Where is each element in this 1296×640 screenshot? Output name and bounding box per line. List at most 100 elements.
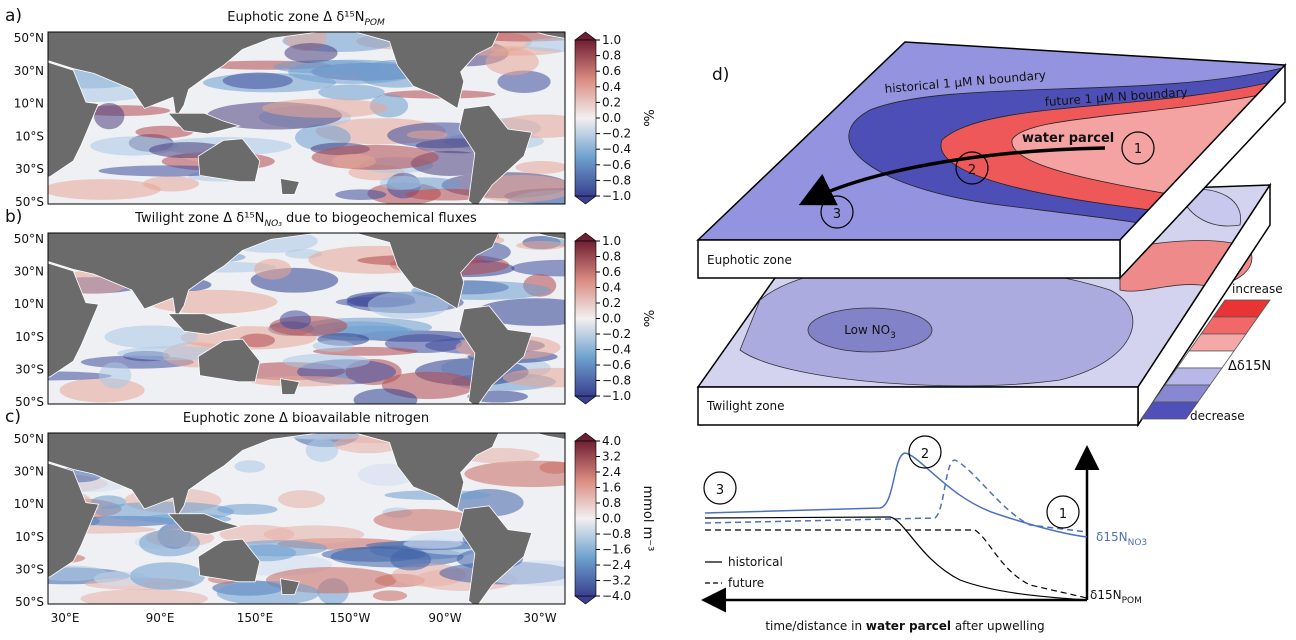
colorbar-tick-label: 0.0 [602,111,621,125]
land [48,262,100,378]
low-no3-sub: 3 [890,331,896,341]
map [48,32,565,204]
colorbar-cap [574,595,597,605]
title-sub: NO₃ [264,219,282,229]
colorbar-tick-label: 3.2 [602,450,621,464]
ocean-field [249,376,356,387]
lat-label: 30°S [15,162,44,176]
colorbar-tick-label: −4.0 [602,589,631,603]
ocean-field [262,98,389,118]
land [279,578,300,595]
ocean-field [331,153,376,169]
land [197,538,261,583]
step-number: 1 [1134,142,1142,157]
ocean-field [318,84,385,101]
land [353,433,500,510]
scale-step [1188,333,1247,352]
land [279,178,300,195]
ocean-field [229,540,328,557]
legend-entry: historical [728,555,783,569]
pom-sub: POM [1122,596,1142,606]
colorbar-tick-label: 1.0 [602,234,621,248]
lat-label: 10°N [14,297,44,311]
ocean-field [80,589,208,604]
lat-label: 50°N [14,31,44,45]
change-scale [1140,299,1271,420]
xlabel-part: water parcel [866,619,951,633]
ocean-field [284,42,338,64]
ocean-field [129,562,206,590]
colorbar-tick-label: −3.2 [602,574,631,588]
land [458,305,533,404]
scale-label: decrease [1190,409,1245,423]
step-number: 2 [968,163,976,178]
land [534,433,565,440]
land [167,513,241,535]
colorbar-tick-label: 0.4 [602,281,621,295]
land [48,433,321,520]
lat-label: 30°S [15,562,44,576]
land [48,462,100,578]
colorbar-cap [574,395,597,405]
panel-title: Euphotic zone Δ δ¹⁵NPOM [227,10,385,28]
line-schematic [701,435,1100,613]
colorbar [574,440,597,597]
colorbar-cap [574,31,597,41]
colorbar-tick-label: −0.8 [602,173,631,187]
scale-title: Δδ15N [1228,359,1271,374]
colorbar-tick-label: 0.0 [602,312,621,326]
lat-label: 50°N [14,232,44,246]
ocean-field [48,371,112,381]
ocean-field [135,125,194,139]
land [197,138,261,183]
land [458,104,533,204]
colorbar [574,240,597,397]
lat-label: 10°S [15,330,44,344]
lon-label: 30°E [51,611,80,625]
lon-label: 30°W [523,611,556,625]
lat-label: 50°S [15,195,44,209]
ocean-field [379,175,423,190]
ocean-field [288,59,417,85]
scale-label: increase [1232,282,1283,296]
colorbar-tick-label: 1.6 [602,481,621,495]
ocean-field [511,259,565,277]
scale-step [1200,316,1259,335]
colorbar-tick-label: 2.4 [602,465,621,479]
land [279,378,300,395]
lon-label: 150°W [330,611,371,625]
colorbar-tick-label: −1.0 [602,189,631,203]
colorbar-unit: mmol m⁻³ [640,486,655,552]
colorbar-tick-label: 0.4 [602,80,621,94]
lat-label: 50°N [14,432,44,446]
ocean-field [539,461,565,474]
colorbar-tick-label: −0.2 [602,327,631,341]
colorbar-tick-label: −0.8 [602,374,631,388]
lon-label: 150°E [237,611,274,625]
colorbar-tick-label: −0.6 [602,158,631,172]
ocean-field [94,103,125,130]
lat-label: 30°S [15,362,44,376]
ocean-field [263,525,365,544]
ocean-field [485,48,539,76]
colorbar-tick-label: 4.0 [602,434,621,448]
step-number: 2 [921,447,929,462]
colorbar-unit: ‰ [640,109,655,126]
colorbar-tick-label: 0.6 [602,265,621,279]
colorbar-tick-label: 1.0 [602,33,621,47]
colorbar-tick-label: 0.8 [602,496,621,510]
ocean-field [335,189,387,201]
legend-entry: future [728,576,764,590]
panel-label: c) [5,407,21,427]
euphotic-slab [696,41,1287,280]
map [48,233,565,404]
panel-label: b) [5,207,22,227]
colorbar-tick-label: 0.0 [602,512,621,526]
ocean-field [353,388,418,404]
ocean-field [48,565,108,581]
ocean-field [282,353,370,370]
panel-label: d) [712,65,729,85]
xlabel-part: time/distance in [765,619,866,633]
ocean-field [139,529,200,557]
